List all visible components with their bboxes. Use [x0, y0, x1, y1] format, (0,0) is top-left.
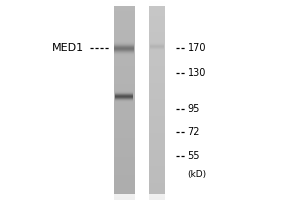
Text: 55: 55 [188, 151, 200, 161]
Text: (kD): (kD) [188, 170, 207, 180]
Text: 95: 95 [188, 104, 200, 114]
Text: 130: 130 [188, 68, 206, 78]
Text: 170: 170 [188, 43, 206, 53]
Text: MED1: MED1 [52, 43, 84, 53]
Text: 72: 72 [188, 127, 200, 137]
